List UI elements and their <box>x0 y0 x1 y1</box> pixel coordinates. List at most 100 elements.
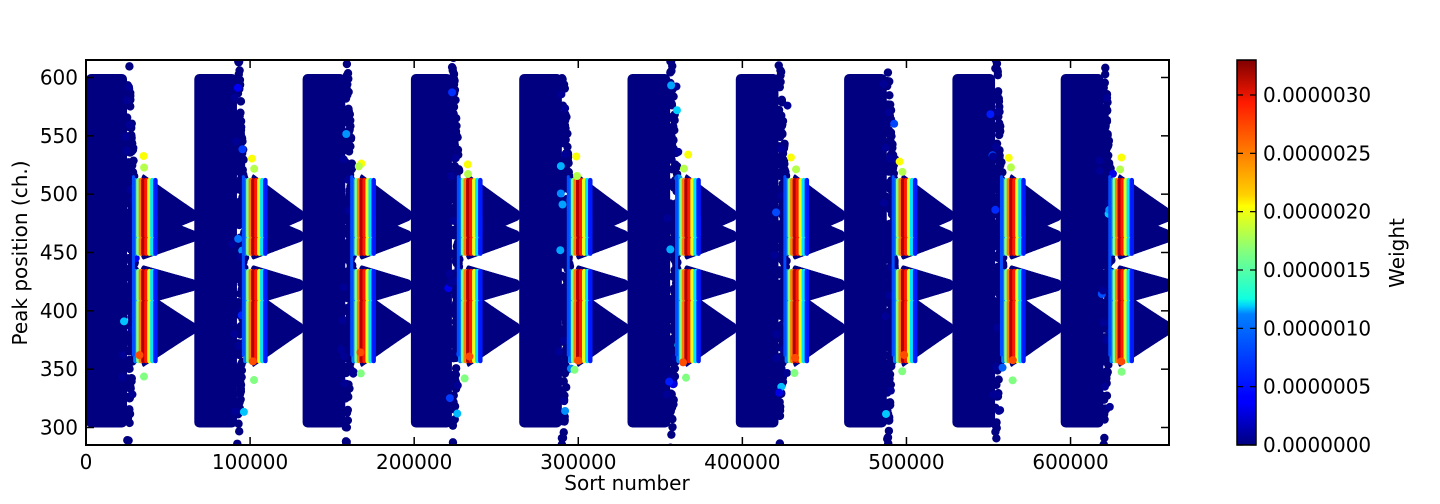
scatter-points <box>86 19 1174 483</box>
data-point <box>672 163 680 171</box>
data-point <box>349 370 357 378</box>
data-point <box>464 170 472 178</box>
data-point <box>884 221 892 229</box>
data-point <box>344 69 352 77</box>
data-point <box>886 370 894 378</box>
data-point <box>773 330 781 338</box>
data-point <box>772 354 780 362</box>
data-point <box>126 121 134 129</box>
data-point <box>885 427 893 435</box>
data-point <box>450 77 458 85</box>
data-point <box>775 405 783 413</box>
data-point <box>790 369 798 377</box>
cycle-points <box>844 52 954 474</box>
data-point <box>120 317 128 325</box>
data-point <box>993 92 1001 100</box>
data-point <box>237 126 245 134</box>
data-point <box>233 298 241 306</box>
cycle-points <box>303 19 413 449</box>
data-point <box>620 279 629 291</box>
data-point <box>986 110 994 118</box>
data-point <box>448 210 456 218</box>
data-point <box>448 88 456 96</box>
data-point <box>357 369 365 377</box>
cycle-points <box>736 61 846 476</box>
data-point <box>572 152 580 160</box>
cycle-points <box>86 62 197 473</box>
data-point <box>991 206 999 214</box>
data-point <box>896 158 904 166</box>
data-point <box>451 96 459 104</box>
data-point <box>560 397 568 405</box>
data-point <box>295 279 304 291</box>
data-point <box>123 465 131 473</box>
data-point <box>994 67 1002 75</box>
data-point <box>448 334 456 342</box>
data-point <box>237 385 245 393</box>
data-point <box>340 155 348 163</box>
data-point <box>666 178 674 186</box>
data-point <box>775 106 783 114</box>
data-point <box>403 230 412 242</box>
data-point <box>668 415 676 423</box>
data-point <box>448 250 456 258</box>
data-point <box>836 323 845 335</box>
data-point <box>728 323 737 335</box>
data-point-block <box>411 74 452 428</box>
cycle-points <box>952 29 1062 442</box>
data-point <box>777 145 785 153</box>
data-point <box>787 153 795 161</box>
data-point <box>235 427 243 435</box>
data-point <box>341 394 349 402</box>
data-point <box>898 168 906 176</box>
data-point <box>668 62 676 70</box>
data-point <box>775 153 783 161</box>
data-point <box>140 373 148 381</box>
data-point <box>232 137 240 145</box>
data-point <box>449 418 457 426</box>
data-point <box>295 209 304 221</box>
data-point <box>991 39 999 47</box>
data-point <box>464 160 472 168</box>
data-point <box>666 38 674 46</box>
data-point <box>559 303 567 311</box>
data-point <box>237 161 245 169</box>
data-point <box>884 180 892 188</box>
data-point <box>565 168 573 176</box>
data-point <box>663 214 671 222</box>
data-point <box>880 80 888 88</box>
data-point <box>898 367 906 375</box>
data-point <box>666 245 674 253</box>
data-point <box>342 130 350 138</box>
data-point <box>992 312 1000 320</box>
data-point <box>561 150 569 158</box>
data-point <box>563 129 571 137</box>
data-point <box>679 358 687 366</box>
data-point <box>461 374 469 382</box>
data-point <box>450 217 458 225</box>
data-point <box>342 94 350 102</box>
data-point <box>341 19 349 27</box>
data-point <box>620 323 629 335</box>
data-point <box>558 74 566 82</box>
data-point <box>945 230 954 242</box>
data-point <box>235 398 243 406</box>
data-point <box>680 165 688 173</box>
data-point-block <box>194 74 237 428</box>
data-point <box>668 47 676 55</box>
data-point <box>558 201 566 209</box>
data-point <box>836 209 845 221</box>
data-point <box>665 378 673 386</box>
data-point <box>235 342 243 350</box>
data-point <box>454 381 462 389</box>
data-point <box>836 230 845 242</box>
data-point <box>836 279 845 291</box>
data-point <box>993 390 1001 398</box>
data-point <box>357 348 365 356</box>
data-point <box>783 369 791 377</box>
data-point <box>993 424 1001 432</box>
data-point <box>556 246 564 254</box>
data-point <box>128 390 136 398</box>
data-point <box>945 279 954 291</box>
